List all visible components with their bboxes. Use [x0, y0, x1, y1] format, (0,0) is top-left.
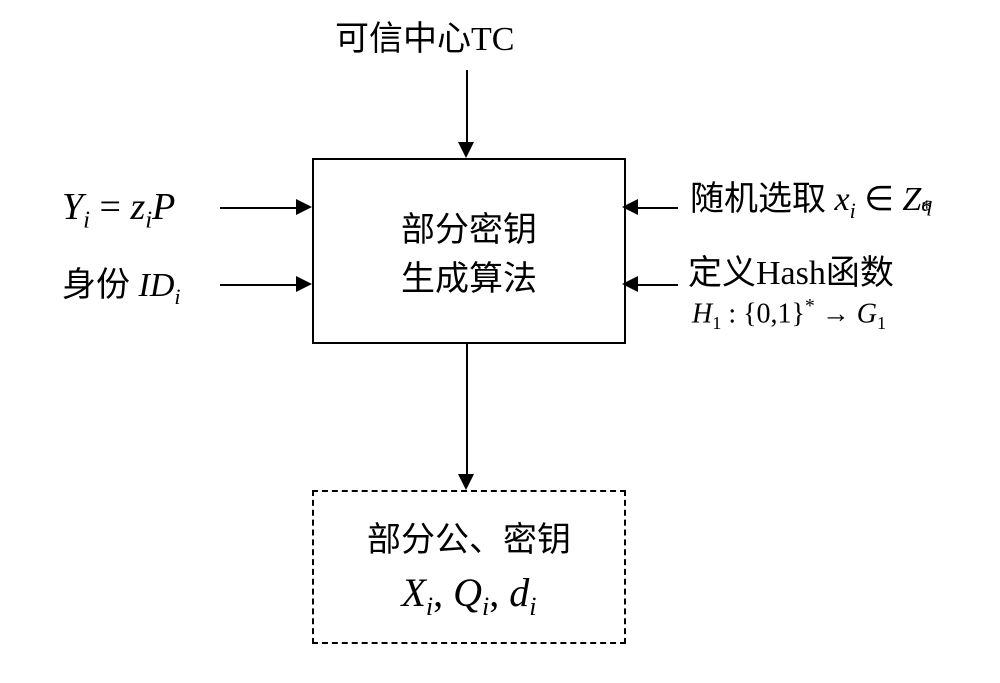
rb2-dom: {0,1} — [743, 298, 805, 329]
arrowhead-mid — [458, 474, 474, 490]
label-right-a: 随机选取 xi ∈ Zq* — [690, 180, 945, 223]
box-center-line1: 部分密钥 — [401, 202, 537, 251]
box-output-line1: 部分公、密钥 — [367, 512, 571, 561]
arrowhead-left-upper — [296, 199, 312, 215]
rb2-domsup: * — [805, 296, 815, 317]
rb2-codsub: 1 — [877, 313, 886, 333]
ra-rel: ∈ — [856, 181, 903, 218]
ra-setsup: * — [921, 195, 932, 220]
rb2-var: H — [692, 298, 712, 329]
label-left-a: Yi = ziP — [62, 186, 175, 235]
la-sub: i — [83, 207, 90, 234]
lb-sub: i — [174, 284, 180, 309]
label-left-b: 身份 IDi — [62, 266, 181, 309]
label-top: 可信中心TC — [335, 20, 514, 59]
arrow-right-upper — [638, 207, 678, 209]
box-center: 部分密钥 生成算法 — [312, 158, 626, 344]
out-d: d — [509, 570, 529, 615]
rb2-cod: G — [857, 298, 877, 329]
rb2-colon: : — [721, 298, 743, 329]
arrow-left-upper — [220, 207, 296, 209]
arrow-top — [466, 70, 468, 142]
box-output: 部分公、密钥 Xi, Qi, di — [312, 490, 626, 644]
ra-var: x — [835, 181, 850, 218]
lb-var: ID — [139, 267, 175, 304]
la-var2: z — [130, 186, 145, 228]
arrowhead-right-upper — [622, 199, 638, 215]
label-right-b1: 定义Hash函数 — [688, 254, 894, 293]
arrow-mid — [466, 342, 468, 474]
ra-cn: 随机选取 — [690, 181, 835, 218]
box-center-line2: 生成算法 — [401, 251, 537, 300]
box-output-math: Xi, Qi, di — [401, 569, 536, 622]
out-x: X — [401, 570, 425, 615]
ra-set: Z — [902, 181, 921, 218]
arrow-left-lower — [220, 284, 296, 286]
diagram-root: 可信中心TC 部分密钥 生成算法 Yi = ziP 身份 IDi 随机选取 xi… — [0, 0, 1000, 683]
la-eq: = — [90, 186, 130, 228]
rb2-arrow: → — [815, 298, 857, 329]
arrowhead-right-lower — [622, 276, 638, 292]
arrowhead-top — [458, 142, 474, 158]
out-d-sub: i — [529, 592, 536, 621]
out-q: Q — [453, 570, 482, 615]
rb1-cn: 定义Hash函数 — [688, 255, 894, 292]
label-top-cn: 可信中心 — [335, 21, 471, 58]
arrowhead-left-lower — [296, 276, 312, 292]
lb-cn: 身份 — [62, 267, 139, 304]
la-var: Y — [62, 186, 83, 228]
rb2-sub: 1 — [712, 313, 721, 333]
label-right-b2: H1 : {0,1}* → G1 — [692, 296, 886, 334]
la-tail: P — [152, 186, 175, 228]
label-top-en: TC — [471, 21, 514, 58]
arrow-right-lower — [638, 284, 678, 286]
